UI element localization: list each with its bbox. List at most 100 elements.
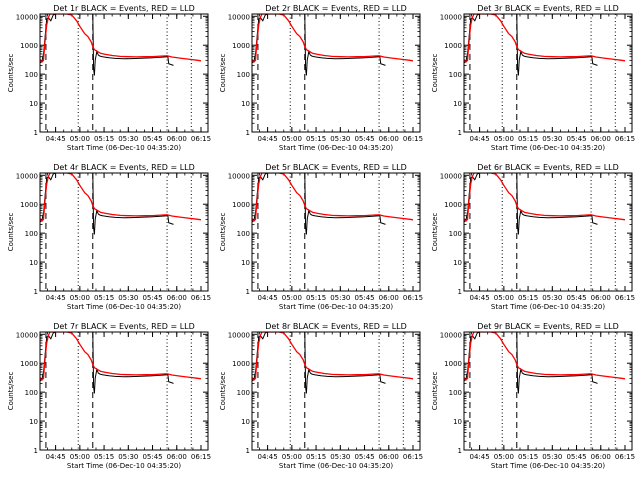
- plot-frame: [463, 331, 633, 451]
- series-line-events: [252, 332, 386, 394]
- x-tick-label: 05:15: [518, 453, 538, 461]
- x-tick-label: 06:15: [615, 135, 635, 143]
- series-line-events: [464, 14, 598, 76]
- plot-frame: [463, 172, 633, 292]
- y-axis-label: Counts/sec: [431, 54, 439, 93]
- y-tick-label: 100: [25, 389, 38, 397]
- y-tick-label: 1: [458, 288, 462, 296]
- panel-title: Det 9r BLACK = Events, RED = LLD: [477, 322, 619, 331]
- x-tick-label: 04:45: [46, 453, 66, 461]
- x-tick-label: 05:15: [94, 294, 114, 302]
- y-tick-label: 10: [241, 100, 250, 108]
- y-tick-label: 1000: [444, 42, 462, 50]
- x-tick-label: 06:00: [167, 135, 187, 143]
- x-tick-label: 04:45: [470, 453, 490, 461]
- x-tick-label: 05:00: [494, 294, 514, 302]
- x-tick-label: 05:00: [494, 453, 514, 461]
- x-tick-label: 06:00: [167, 294, 187, 302]
- series-group: [40, 173, 202, 235]
- y-tick-label: 1: [246, 288, 250, 296]
- y-tick-label: 10: [29, 418, 38, 426]
- series-group: [464, 332, 626, 394]
- x-tick-label: 05:45: [142, 294, 162, 302]
- y-tick-label: 1: [246, 129, 250, 137]
- panel-3: 1 10 100 1000 10000 04:45 05:00 05:15 05:30 05:45…: [431, 4, 635, 152]
- y-tick-label: 10000: [16, 13, 38, 21]
- y-tick-label: 1: [458, 447, 462, 455]
- panel-title: Det 1r BLACK = Events, RED = LLD: [53, 4, 195, 13]
- series-line-lld: [40, 332, 202, 382]
- x-tick-label: 05:45: [142, 453, 162, 461]
- x-tick-label: 05:45: [354, 135, 374, 143]
- x-tick-label: 04:45: [258, 294, 278, 302]
- panel-title: Det 6r BLACK = Events, RED = LLD: [477, 163, 619, 172]
- y-tick-label: 10000: [16, 331, 38, 339]
- x-tick-label: 05:00: [282, 135, 302, 143]
- series-line-events: [464, 173, 598, 235]
- y-tick-label: 100: [237, 71, 250, 79]
- x-tick-label: 06:00: [167, 453, 187, 461]
- x-tick-label: 04:45: [470, 135, 490, 143]
- panel-title: Det 8r BLACK = Events, RED = LLD: [265, 322, 407, 331]
- x-tick-label: 06:15: [615, 453, 635, 461]
- x-tick-label: 06:00: [379, 294, 399, 302]
- plot-frame: [39, 172, 209, 292]
- series-line-events: [252, 14, 386, 76]
- x-tick-label: 05:30: [118, 135, 138, 143]
- series-line-lld: [464, 173, 626, 223]
- x-tick-label: 06:00: [379, 453, 399, 461]
- y-tick-label: 10000: [228, 172, 250, 180]
- x-tick-label: 05:00: [70, 453, 90, 461]
- series-line-lld: [40, 14, 202, 64]
- series-line-lld: [252, 14, 414, 64]
- x-tick-label: 05:45: [142, 135, 162, 143]
- y-tick-label: 10: [453, 259, 462, 267]
- plot-frame: [39, 331, 209, 451]
- series-group: [40, 332, 202, 394]
- y-axis-label: Counts/sec: [219, 54, 227, 93]
- y-tick-label: 100: [449, 230, 462, 238]
- y-tick-label: 1000: [232, 360, 250, 368]
- series-line-events: [40, 14, 174, 76]
- panel-9: 1 10 100 1000 10000 04:45 05:00 05:15 05:30 05:45…: [431, 322, 635, 470]
- x-tick-label: 05:15: [94, 453, 114, 461]
- y-tick-label: 10000: [440, 331, 462, 339]
- series-line-lld: [252, 173, 414, 223]
- y-tick-label: 1: [34, 447, 38, 455]
- panel-title: Det 3r BLACK = Events, RED = LLD: [477, 4, 619, 13]
- x-tick-label: 05:15: [306, 135, 326, 143]
- x-tick-label: 05:00: [70, 135, 90, 143]
- x-tick-label: 05:00: [70, 294, 90, 302]
- y-axis-label: Counts/sec: [219, 372, 227, 411]
- y-tick-label: 10: [29, 259, 38, 267]
- x-tick-label: 05:30: [330, 453, 350, 461]
- y-axis-label: Counts/sec: [7, 372, 15, 411]
- x-axis-label: Start Time (06-Dec-10 04:35:20): [491, 303, 605, 311]
- series-line-lld: [464, 332, 626, 382]
- x-tick-label: 06:15: [191, 453, 211, 461]
- y-tick-label: 1: [246, 447, 250, 455]
- panel-1: 1 10 100 1000 10000 04:45 05:00 05:15 05:30 05:45…: [7, 4, 211, 152]
- y-tick-label: 1: [458, 129, 462, 137]
- y-tick-label: 10000: [228, 331, 250, 339]
- y-tick-label: 100: [25, 71, 38, 79]
- series-line-events: [40, 332, 174, 394]
- x-axis-label: Start Time (06-Dec-10 04:35:20): [491, 462, 605, 470]
- x-tick-label: 05:15: [306, 294, 326, 302]
- panel-title: Det 5r BLACK = Events, RED = LLD: [265, 163, 407, 172]
- x-axis-label: Start Time (06-Dec-10 04:35:20): [279, 303, 393, 311]
- x-axis-label: Start Time (06-Dec-10 04:35:20): [67, 303, 181, 311]
- y-tick-label: 1000: [444, 360, 462, 368]
- series-line-lld: [252, 332, 414, 382]
- x-tick-label: 06:15: [615, 294, 635, 302]
- panel-7: 1 10 100 1000 10000 04:45 05:00 05:15 05:30 05:45…: [7, 322, 211, 470]
- plot-frame: [39, 13, 209, 133]
- series-group: [252, 332, 414, 394]
- y-tick-label: 100: [25, 230, 38, 238]
- y-tick-label: 10: [241, 418, 250, 426]
- panel-2: 1 10 100 1000 10000 04:45 05:00 05:15 05:30 05:45…: [219, 4, 423, 152]
- panel-5: 1 10 100 1000 10000 04:45 05:00 05:15 05:30 05:45…: [219, 163, 423, 311]
- y-tick-label: 10: [29, 100, 38, 108]
- y-tick-label: 1000: [232, 42, 250, 50]
- panel-title: Det 4r BLACK = Events, RED = LLD: [53, 163, 195, 172]
